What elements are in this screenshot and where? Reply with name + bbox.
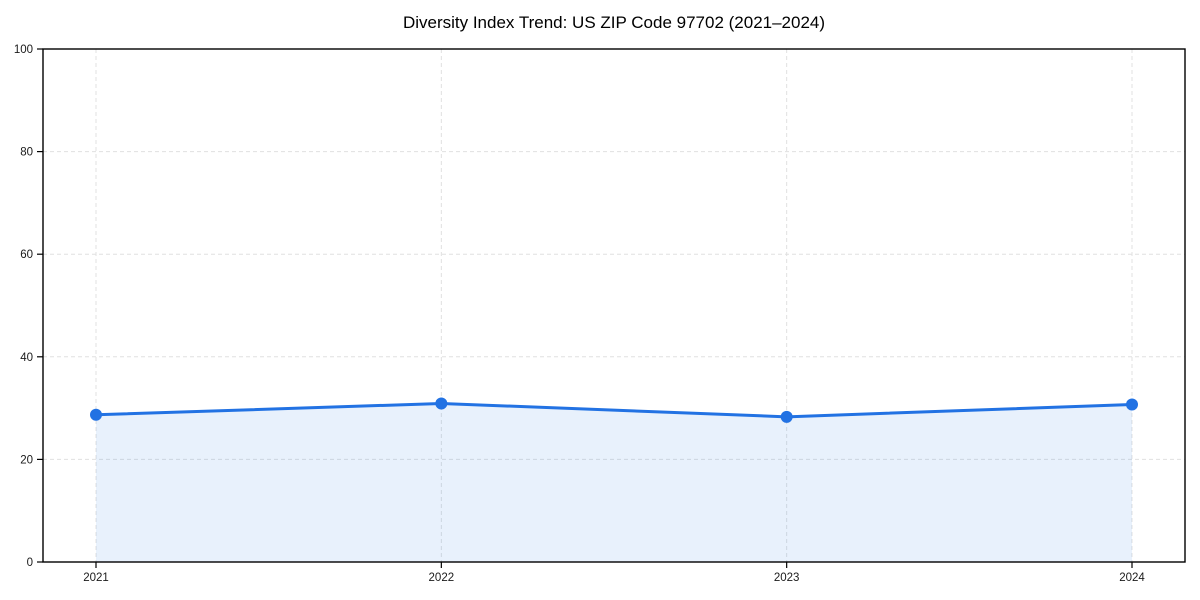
axes-spines <box>42 48 1186 563</box>
y-tick-label-20: 20 <box>20 454 33 466</box>
y-tick-label-60: 60 <box>20 249 33 261</box>
y-tick-label-40: 40 <box>20 352 33 364</box>
data-point-2023 <box>780 410 793 423</box>
data-point-2021 <box>90 408 102 421</box>
data-point-2024 <box>1126 398 1138 411</box>
y-tick-label-0: 0 <box>27 557 33 569</box>
series-area-fill <box>96 403 1132 562</box>
x-tick-label-2022: 2022 <box>429 572 455 584</box>
chart-title: Diversity Index Trend: US ZIP Code 97702… <box>402 13 826 32</box>
x-tick-label-2023: 2023 <box>774 572 800 584</box>
data-point-2022 <box>435 397 448 410</box>
line-layer <box>94 401 1134 419</box>
axis-labels-layer: 0 20 40 60 80 100 2021 2022 2023 2024 <box>14 44 1146 584</box>
area-layer <box>96 403 1132 562</box>
y-tick-label-100: 100 <box>14 44 33 56</box>
x-tick-label-2021: 2021 <box>83 572 109 584</box>
marker-layer <box>90 397 1138 423</box>
x-tick-label-2024: 2024 <box>1119 572 1145 584</box>
y-tick-label-80: 80 <box>20 147 33 159</box>
trend-line <box>94 401 1134 419</box>
axes-border <box>42 48 1186 563</box>
tick-layer <box>37 48 1133 568</box>
